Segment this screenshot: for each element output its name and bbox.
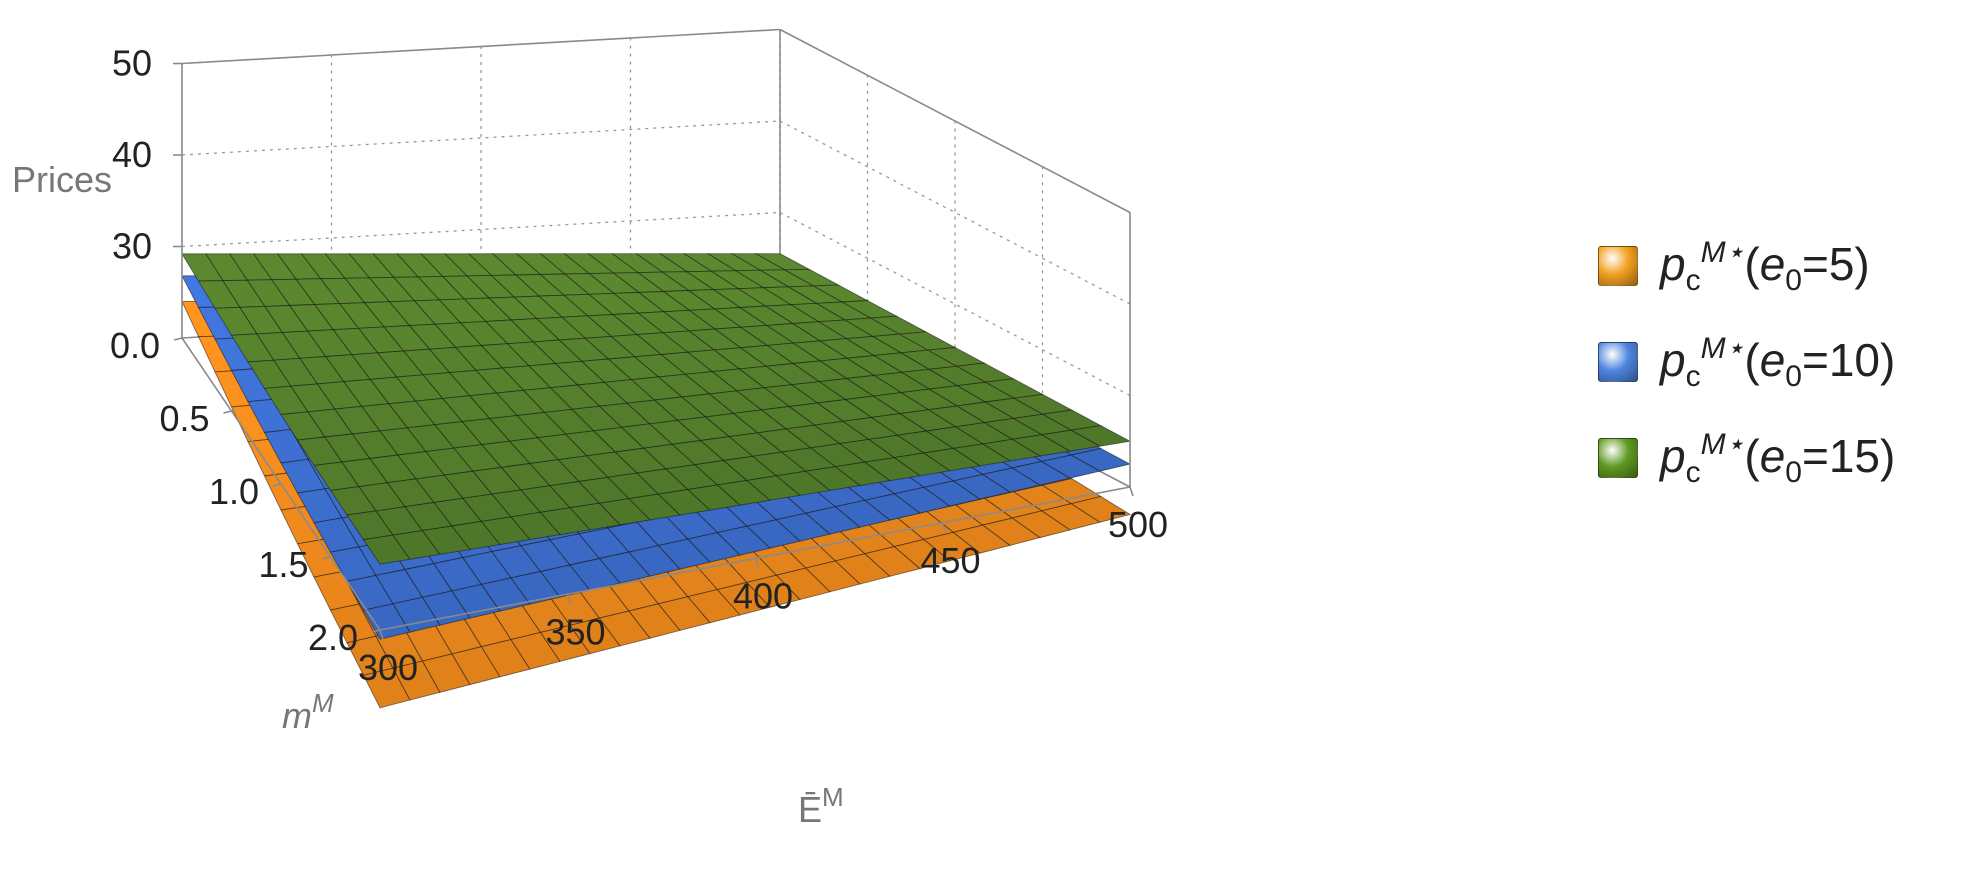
z-tick-label: 30	[112, 226, 152, 267]
surface-series-3	[181, 253, 1132, 565]
plot-box-front	[173, 62, 1134, 640]
legend-label: pcM⋆(e0=5)	[1660, 235, 1870, 297]
legend-item: pcM⋆(e0=5)	[1598, 218, 1895, 314]
legend-swatch	[1598, 246, 1638, 286]
z-axis-label: Prices	[12, 159, 112, 200]
x-tick-label: 1.5	[258, 544, 308, 585]
y-tick-label: 450	[920, 540, 980, 581]
legend-swatch	[1598, 342, 1638, 382]
x-tick-label: 2.0	[308, 617, 358, 658]
z-tick-label: 50	[112, 43, 152, 84]
legend-item: pcM⋆(e0=10)	[1598, 314, 1895, 410]
legend-swatch	[1598, 438, 1638, 478]
x-tick-label: 0.0	[110, 325, 160, 366]
surface-patch	[1070, 496, 1132, 523]
surfaces	[181, 253, 1132, 709]
y-axis-label: ĒM	[798, 782, 844, 830]
x-tick-label: 1.0	[209, 471, 259, 512]
y-tick-label: 300	[358, 647, 418, 688]
y-tick-label: 500	[1108, 504, 1168, 545]
legend-label: pcM⋆(e0=15)	[1660, 427, 1896, 489]
z-tick-label: 40	[112, 134, 152, 175]
x-tick-label: 0.5	[159, 398, 209, 439]
x-axis-label: mM	[282, 688, 334, 736]
legend-label: pcM⋆(e0=10)	[1660, 331, 1896, 393]
y-tick-label: 350	[545, 611, 605, 652]
legend-item: pcM⋆(e0=15)	[1598, 410, 1895, 506]
legend: pcM⋆(e0=5) pcM⋆(e0=10) pcM⋆(e0=15)	[1598, 218, 1895, 506]
y-tick-label: 400	[733, 576, 793, 617]
